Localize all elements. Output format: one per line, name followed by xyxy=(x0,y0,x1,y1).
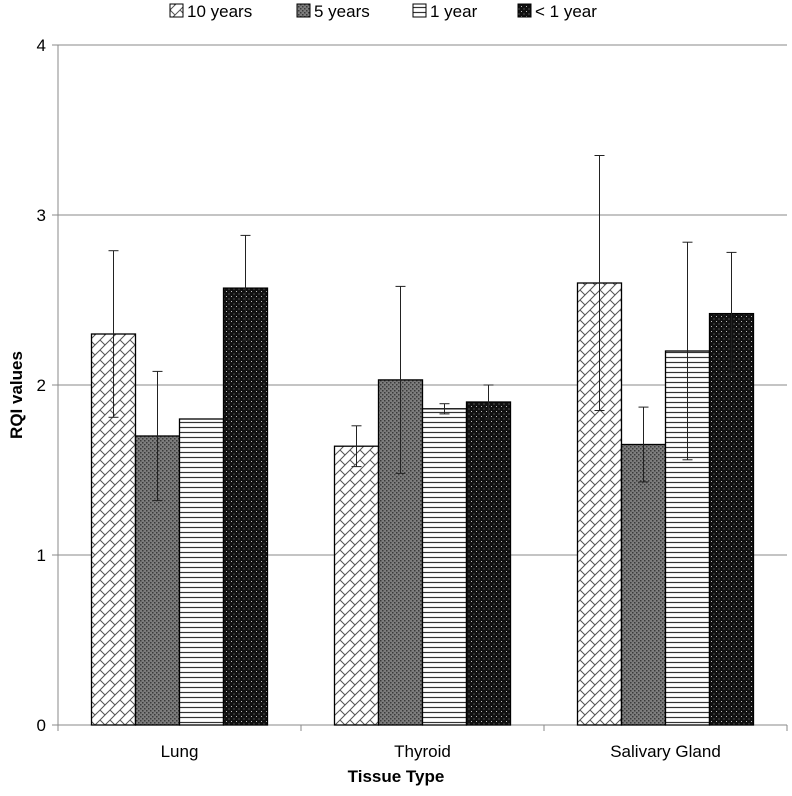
bars xyxy=(90,282,755,726)
x-tick-label: Lung xyxy=(161,742,199,761)
error-bars xyxy=(108,155,737,502)
legend-swatch xyxy=(412,3,427,18)
bar xyxy=(620,443,667,726)
bar xyxy=(333,445,380,726)
x-tick-label: Salivary Gland xyxy=(610,742,721,761)
x-tick-label: Thyroid xyxy=(394,742,451,761)
y-tick-label: 2 xyxy=(37,376,46,395)
y-tick-label: 3 xyxy=(37,206,46,225)
legend-swatch xyxy=(517,3,532,18)
x-axis-title: Tissue Type xyxy=(348,767,445,786)
bar xyxy=(576,282,623,726)
y-tick-label: 0 xyxy=(37,716,46,735)
bar xyxy=(421,408,468,726)
legend-label: 5 years xyxy=(314,2,370,21)
legend-swatch xyxy=(169,3,184,18)
legend-swatch xyxy=(296,3,311,18)
bar xyxy=(222,287,269,726)
axis-labels: RQI values Tissue Type xyxy=(7,351,444,786)
bar xyxy=(465,401,512,726)
legend: 10 years 5 years 1 year < 1 year xyxy=(169,2,597,21)
legend-label: < 1 year xyxy=(535,2,597,21)
legend-label: 1 year xyxy=(430,2,478,21)
y-axis-title: RQI values xyxy=(7,351,26,439)
y-tick-label: 1 xyxy=(37,546,46,565)
legend-label: 10 years xyxy=(187,2,252,21)
bar xyxy=(708,312,755,726)
y-tick-label: 4 xyxy=(37,36,46,55)
bar xyxy=(178,418,225,726)
